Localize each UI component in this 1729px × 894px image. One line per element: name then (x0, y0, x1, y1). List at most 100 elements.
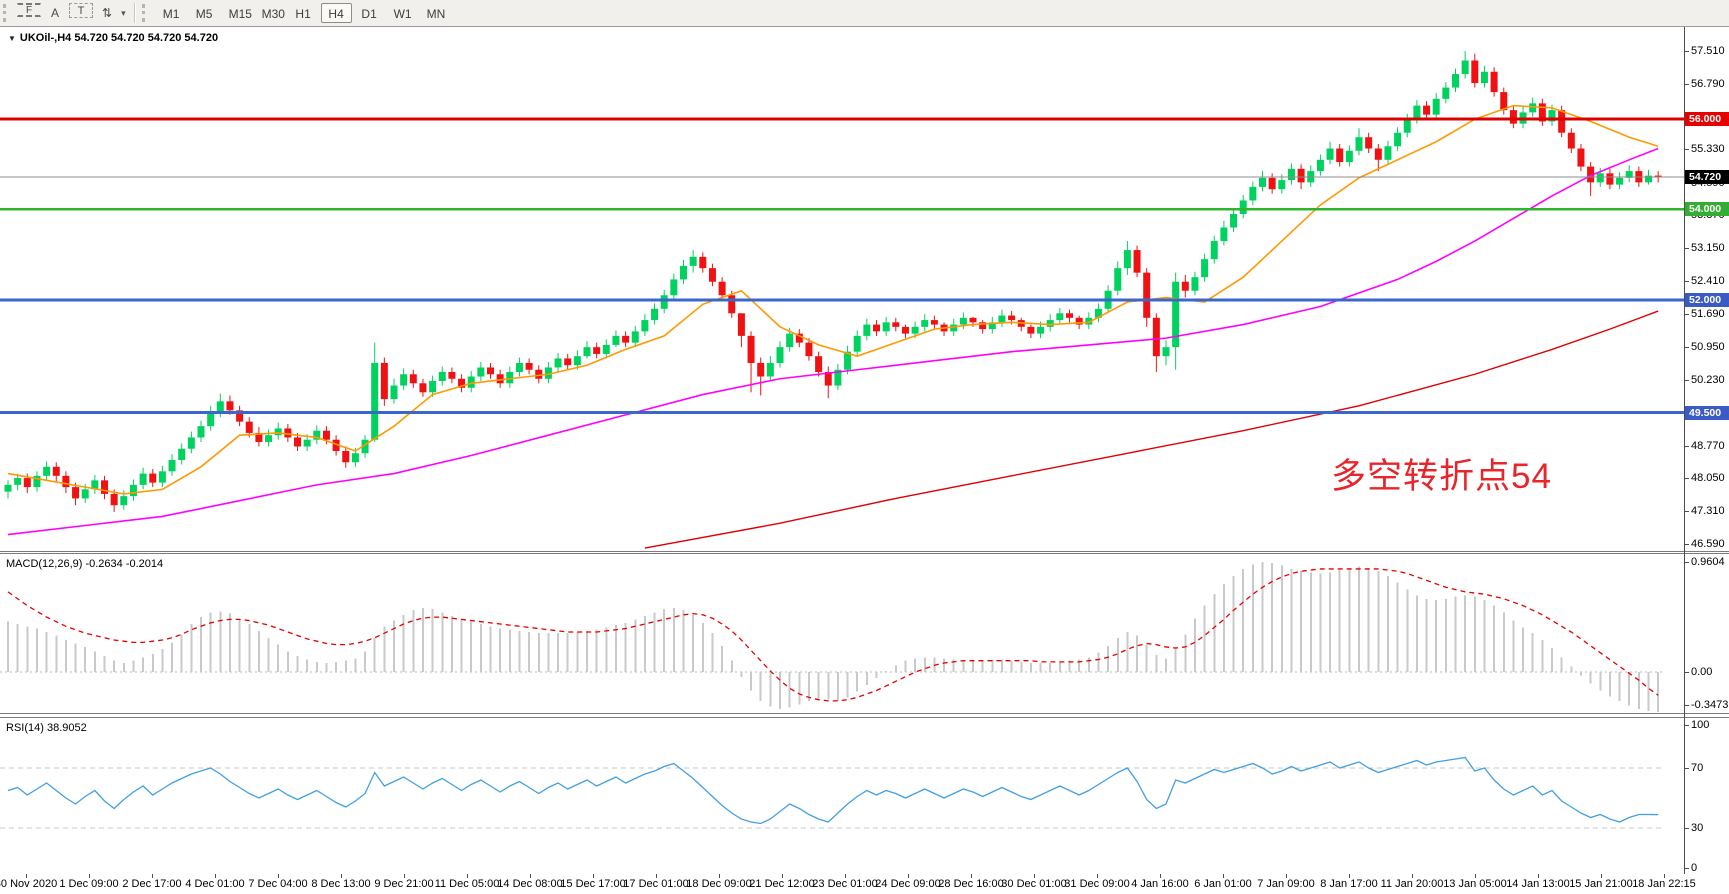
candle-bearish (708, 268, 716, 282)
candle-bearish (1538, 103, 1546, 122)
price-axis-label: 53.150 (1691, 241, 1725, 254)
price-axis-tick (1684, 149, 1689, 150)
candle-bullish (429, 381, 437, 393)
arrows-tool-button[interactable]: ⇅ (95, 3, 119, 23)
price-level-box: 56.000 (1685, 112, 1729, 127)
macd-axis-label: 0.9604 (1691, 556, 1725, 568)
candle-bullish (853, 335, 861, 352)
timeframe-button-H1[interactable]: H1 (288, 3, 319, 23)
chart-dropdown-icon[interactable]: ▼ (8, 34, 16, 43)
time-axis-tick (1160, 874, 1161, 878)
candle-bearish (1075, 317, 1083, 325)
time-axis-tick (215, 874, 216, 878)
candle-bullish (660, 295, 668, 309)
text-label-tool-button[interactable]: T (69, 3, 93, 18)
candle-bearish (458, 378, 466, 388)
candle-bearish (873, 324, 880, 332)
timeframe-button-M30[interactable]: M30 (255, 3, 286, 23)
rsi-axis-tick (1684, 868, 1689, 869)
candle-bullish (766, 362, 774, 377)
time-axis[interactable]: 30 Nov 2020 1 Dec 09:00 2 Dec 17:00 4 Dec 0… (0, 874, 1729, 894)
macd-panel[interactable]: MACD(12,26,9) -0.2634 -0.2014 0.9604 0.00… (0, 553, 1729, 714)
candlestick-plot[interactable] (0, 27, 1684, 550)
candle-bullish (911, 326, 919, 334)
timeframe-button-MN[interactable]: MN (420, 3, 451, 23)
time-axis-label: 1 Dec 09:00 (59, 878, 119, 890)
time-axis-label: 24 Dec 09:00 (875, 878, 941, 890)
text-tool-button[interactable]: A (43, 3, 67, 23)
toolbar-grip[interactable] (3, 4, 13, 22)
timeframe-button-D1[interactable]: D1 (354, 3, 385, 23)
timeframe-button-M1[interactable]: M1 (156, 3, 187, 23)
time-axis-tick (1349, 874, 1350, 878)
candle-bullish (1645, 175, 1652, 183)
candle-bullish (91, 480, 99, 490)
candle-bearish (380, 362, 388, 400)
price-level-box: 54.720 (1685, 169, 1729, 184)
candle-bullish (834, 369, 842, 386)
fibonacci-tool-button[interactable]: F (17, 3, 41, 17)
price-axis-label: 48.050 (1691, 472, 1725, 485)
candle-bullish (303, 439, 311, 447)
candle-bullish (178, 448, 186, 461)
candle-bullish (631, 331, 639, 343)
candle-bearish (1027, 326, 1035, 334)
price-axis-label: 57.510 (1691, 45, 1725, 57)
macd-plot[interactable] (0, 554, 1684, 712)
price-axis-tick (1684, 446, 1689, 447)
candle-bullish (950, 324, 958, 332)
dropdown-caret-icon[interactable]: ▾ (121, 7, 126, 18)
candle-bearish (284, 428, 292, 438)
time-axis-tick (1538, 874, 1539, 878)
price-axis-border (1684, 27, 1685, 874)
timeframe-button-M15[interactable]: M15 (222, 3, 253, 23)
candle-bearish (757, 362, 765, 377)
macd-axis-label: 0.00 (1691, 666, 1713, 679)
candle-bullish (1316, 159, 1324, 172)
rsi-label: RSI(14) 38.9052 (6, 722, 87, 734)
candle-bearish (622, 335, 630, 343)
rsi-plot[interactable] (0, 718, 1684, 873)
candle-bullish (515, 362, 523, 372)
candle-bullish (129, 484, 137, 497)
timeframe-button-H4[interactable]: H4 (320, 3, 352, 23)
candle-bullish (506, 371, 514, 384)
toolbar-grip2[interactable] (141, 4, 152, 22)
candle-bullish (998, 315, 1006, 323)
candle-bullish (786, 333, 794, 348)
candle-bearish (737, 313, 745, 336)
time-axis-tick (467, 874, 468, 878)
candle-bullish (158, 471, 166, 483)
candle-bearish (1606, 173, 1614, 185)
candle-bullish (1220, 227, 1228, 242)
candle-bearish (930, 320, 938, 325)
candle-bearish (699, 256, 707, 269)
candle-bullish (1548, 110, 1556, 122)
time-axis-label: 30 Dec 01:00 (1001, 878, 1067, 890)
candle-bearish (342, 450, 350, 463)
time-axis-label: 6 Jan 01:00 (1194, 878, 1252, 890)
candle-bullish (1278, 180, 1286, 190)
time-axis-tick (1097, 874, 1098, 878)
time-axis-label: 15 Jan 21:00 (1569, 878, 1633, 890)
price-axis-label: 50.230 (1691, 373, 1725, 386)
timeframe-button-M5[interactable]: M5 (189, 3, 220, 23)
candle-bullish (467, 376, 475, 388)
candle-bullish (1616, 177, 1624, 185)
time-axis-tick (971, 874, 972, 878)
candle-bullish (1037, 326, 1045, 334)
moving-average-slow (644, 310, 1659, 549)
main-chart-panel[interactable]: ▼ UKOil-,H4 54.720 54.720 54.720 54.720 多… (0, 27, 1729, 552)
macd-axis-label: -0.3473 (1691, 699, 1729, 711)
candle-bearish (1268, 177, 1276, 190)
macd-signal-line (7, 568, 1659, 702)
candle-bearish (149, 473, 157, 483)
time-axis-label: 8 Dec 13:00 (311, 878, 371, 890)
time-axis-label: 31 Dec 09:00 (1064, 878, 1130, 890)
time-axis-tick (341, 874, 342, 878)
candle-bullish (120, 496, 128, 506)
rsi-panel[interactable]: RSI(14) 38.9052 100 70 30 0 (0, 717, 1729, 875)
timeframe-button-W1[interactable]: W1 (387, 3, 418, 23)
candle-bullish (477, 367, 485, 377)
candle-bearish (1654, 175, 1662, 177)
